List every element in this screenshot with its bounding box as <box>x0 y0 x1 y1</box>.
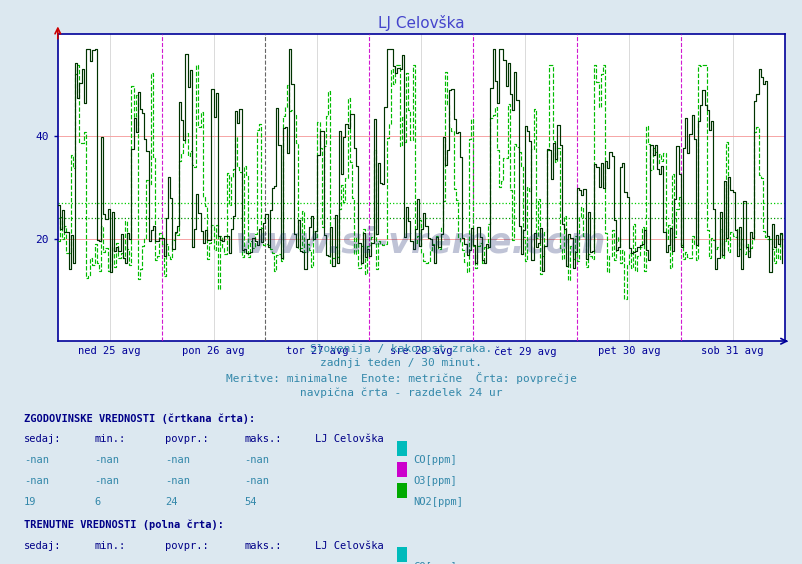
Text: CO[ppm]: CO[ppm] <box>413 456 456 465</box>
Text: maks.:: maks.: <box>244 434 282 444</box>
Text: sedaj:: sedaj: <box>24 541 61 550</box>
Text: povpr.:: povpr.: <box>165 541 209 550</box>
Text: NO2[ppm]: NO2[ppm] <box>413 497 463 507</box>
Bar <box>396 440 407 456</box>
Text: povpr.:: povpr.: <box>165 434 209 444</box>
Text: -nan: -nan <box>24 456 49 465</box>
Bar <box>396 483 407 498</box>
Text: -nan: -nan <box>165 562 190 564</box>
Text: sedaj:: sedaj: <box>24 434 61 444</box>
Text: O3[ppm]: O3[ppm] <box>413 477 456 486</box>
Text: -nan: -nan <box>95 562 119 564</box>
Bar <box>396 547 407 562</box>
Title: LJ Celovška: LJ Celovška <box>378 15 464 31</box>
Text: min.:: min.: <box>95 541 126 550</box>
Text: 24: 24 <box>165 497 178 507</box>
Text: -nan: -nan <box>95 477 119 486</box>
Text: www.si-vreme.com: www.si-vreme.com <box>235 226 606 260</box>
Text: TRENUTNE VREDNOSTI (polna črta):: TRENUTNE VREDNOSTI (polna črta): <box>24 520 224 530</box>
Bar <box>396 461 407 477</box>
Text: -nan: -nan <box>244 456 269 465</box>
Text: LJ Celovška: LJ Celovška <box>314 541 383 550</box>
Text: min.:: min.: <box>95 434 126 444</box>
Text: -nan: -nan <box>24 477 49 486</box>
Text: maks.:: maks.: <box>244 541 282 550</box>
Text: 6: 6 <box>95 497 101 507</box>
Text: 19: 19 <box>24 497 36 507</box>
Text: CO[ppm]: CO[ppm] <box>413 562 456 564</box>
Text: -nan: -nan <box>95 456 119 465</box>
Text: -nan: -nan <box>165 477 190 486</box>
Text: -nan: -nan <box>165 456 190 465</box>
Text: -nan: -nan <box>244 562 269 564</box>
Text: -nan: -nan <box>244 477 269 486</box>
Text: ZGODOVINSKE VREDNOSTI (črtkana črta):: ZGODOVINSKE VREDNOSTI (črtkana črta): <box>24 413 255 424</box>
Text: -nan: -nan <box>24 562 49 564</box>
Text: LJ Celovška: LJ Celovška <box>314 434 383 444</box>
Text: Slovenija / kakovost zraka.
zadnji teden / 30 minut.
Meritve: minimalne  Enote: : Slovenija / kakovost zraka. zadnji teden… <box>225 344 577 398</box>
Text: 54: 54 <box>244 497 257 507</box>
